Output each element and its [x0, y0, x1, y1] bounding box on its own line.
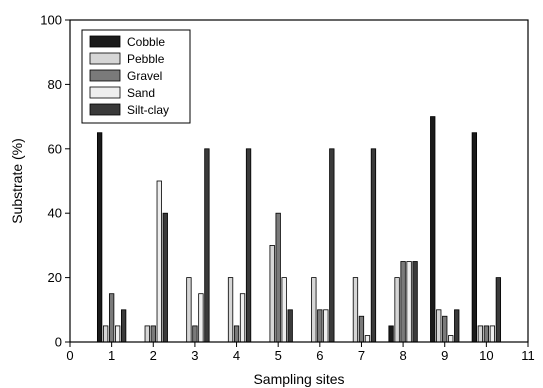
x-tick-label: 8 [399, 348, 406, 363]
bar-sand-site-3 [198, 293, 204, 343]
x-tick-label: 6 [316, 348, 323, 363]
bar-pebble-site-6 [311, 277, 317, 343]
axes: 0 20 40 60 80 100 0 1 2 3 4 5 6 7 8 9 10 11 [40, 13, 534, 364]
legend-swatch [89, 35, 121, 48]
bar-silt-clay-site-1 [120, 309, 127, 343]
bar-silt-clay-site-4 [245, 148, 252, 343]
bar-cobble-site-9 [430, 116, 436, 343]
bar-sand-site-1 [114, 325, 121, 343]
bar-sand-site-2 [156, 180, 162, 343]
bar-sand-site-5 [281, 277, 287, 343]
bar-gravel-site-4 [233, 325, 240, 343]
legend-label: Sand [127, 86, 155, 100]
x-tick-label: 1 [108, 348, 115, 363]
bar-silt-clay-site-7 [370, 148, 377, 343]
legend-label: Silt-clay [127, 103, 169, 117]
legend-label: Cobble [127, 35, 165, 49]
bar-sand-site-7 [364, 335, 371, 343]
bar-gravel-site-7 [358, 315, 365, 343]
bar-silt-clay-site-2 [162, 212, 168, 343]
bar-gravel-site-2 [150, 325, 156, 343]
y-tick-label: 80 [48, 77, 62, 92]
x-tick-label: 9 [441, 348, 448, 363]
bar-gravel-site-8 [400, 261, 406, 343]
y-tick-label: 20 [48, 270, 62, 285]
y-tick-label: 0 [55, 335, 62, 350]
bar-pebble-site-7 [352, 277, 359, 343]
bar-pebble-site-9 [436, 309, 442, 343]
bar-cobble-site-10 [471, 132, 478, 343]
legend-swatch [89, 69, 121, 82]
legend-swatch [89, 103, 121, 116]
x-tick-label: 4 [233, 348, 240, 363]
bar-pebble-site-3 [186, 277, 192, 343]
bar-silt-clay-site-5 [287, 309, 293, 343]
bar-pebble-site-4 [227, 277, 234, 343]
legend-label: Pebble [127, 52, 165, 66]
bar-sand-site-4 [239, 293, 246, 343]
bar-pebble-site-10 [477, 325, 484, 343]
bar-silt-clay-site-6 [329, 148, 335, 343]
bar-cobble-site-8 [388, 325, 394, 343]
legend-swatch [89, 52, 121, 65]
bar-gravel-site-5 [275, 212, 281, 343]
x-tick-label: 10 [479, 348, 493, 363]
x-tick-label: 0 [66, 348, 73, 363]
legend: Cobble Pebble Gravel Sand Silt-clay [81, 29, 191, 124]
bar-silt-clay-site-8 [412, 261, 418, 343]
bar-gravel-site-1 [108, 293, 115, 343]
bar-gravel-site-3 [192, 325, 198, 343]
x-tick-label: 7 [358, 348, 365, 363]
bars [96, 116, 502, 343]
y-tick-label: 40 [48, 206, 62, 221]
x-tick-label: 3 [191, 348, 198, 363]
bar-gravel-site-6 [317, 309, 323, 343]
bar-sand-site-10 [489, 325, 496, 343]
bar-pebble-site-5 [269, 244, 275, 343]
x-tick-label: 2 [150, 348, 157, 363]
bar-sand-site-9 [448, 335, 454, 343]
bar-silt-clay-site-10 [495, 277, 502, 343]
legend-label: Gravel [127, 69, 162, 83]
y-tick-label: 60 [48, 141, 62, 156]
y-axis-title: Substrate (%) [9, 138, 25, 224]
bar-silt-clay-site-3 [204, 148, 210, 343]
x-tick-label: 5 [275, 348, 282, 363]
legend-swatch [89, 86, 121, 99]
bar-gravel-site-10 [483, 325, 490, 343]
bar-sand-site-8 [406, 261, 412, 343]
bar-pebble-site-2 [144, 325, 150, 343]
bar-pebble-site-8 [394, 277, 400, 343]
bar-silt-clay-site-9 [454, 309, 460, 343]
bar-cobble-site-1 [96, 132, 103, 343]
bar-pebble-site-1 [102, 325, 109, 343]
bar-sand-site-6 [323, 309, 329, 343]
y-tick-label: 100 [40, 13, 62, 28]
bar-gravel-site-9 [442, 315, 448, 343]
x-axis-title: Sampling sites [253, 371, 344, 387]
plot-frame [69, 19, 529, 343]
x-tick-label: 11 [521, 348, 535, 363]
